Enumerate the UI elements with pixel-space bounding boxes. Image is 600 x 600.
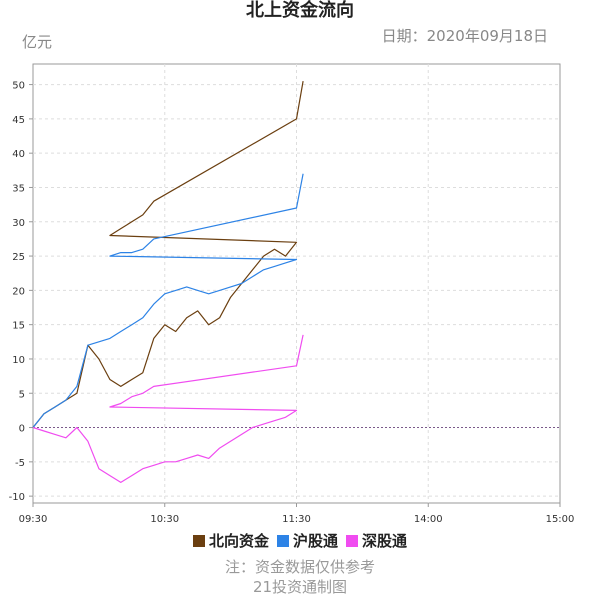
y-axis-unit: 亿元 (22, 33, 53, 51)
chart-date: 日期：2020年09月18日 (381, 27, 548, 45)
y-tick-label: 30 (12, 218, 25, 229)
footer-note-disclaimer: 注：资金数据仅供参考 (224, 558, 375, 576)
y-tick-label: -10 (9, 492, 25, 503)
x-tick-label: 09:30 (19, 514, 48, 525)
y-tick-label: 45 (12, 115, 25, 126)
y-tick-label: 15 (12, 321, 25, 332)
legend-label-shanghai-connect: 沪股通 (292, 532, 338, 550)
y-tick-label: 0 (19, 424, 25, 435)
legend-swatch-shanghai-connect (276, 534, 289, 547)
y-tick-label: 20 (12, 286, 25, 297)
legend-item-shanghai-connect: 沪股通 (276, 530, 338, 551)
y-tick-label: 35 (12, 183, 25, 194)
chart-title: 北上资金流向 (246, 0, 354, 21)
legend-swatch-shenzhen-connect (346, 534, 358, 547)
footer-note: 注：资金数据仅供参考 21投资通制图 (0, 557, 600, 597)
y-tick-label: -5 (15, 458, 25, 469)
footer-note-credit: 21投资通制图 (252, 578, 348, 596)
y-tick-label: 10 (12, 355, 25, 366)
y-tick-label: 40 (12, 149, 25, 160)
x-tick-label: 11:30 (282, 514, 311, 525)
legend-label-shenzhen-connect: 深股通 (362, 532, 408, 550)
chart-legend: 北向资金 沪股通 深股通 (0, 530, 600, 551)
legend-swatch-northbound (192, 534, 205, 547)
y-tick-label: 5 (19, 389, 25, 400)
x-tick-label: 10:30 (150, 514, 179, 525)
x-tick-label: 14:00 (414, 514, 443, 525)
shanghai-connect-line (32, 173, 304, 428)
northbound-line (32, 80, 304, 428)
y-tick-label: 25 (12, 252, 25, 263)
legend-item-shenzhen-connect: 深股通 (346, 530, 407, 551)
legend-item-northbound: 北向资金 (192, 530, 269, 551)
shenzhen-connect-line (32, 334, 304, 483)
y-tick-label: 50 (12, 81, 25, 92)
x-tick-label: 15:00 (546, 514, 575, 525)
legend-label-northbound: 北向资金 (208, 532, 269, 550)
